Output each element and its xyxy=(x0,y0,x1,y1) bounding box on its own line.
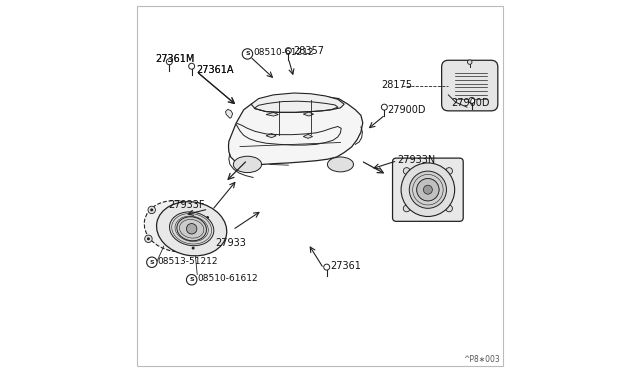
Ellipse shape xyxy=(234,156,262,173)
Circle shape xyxy=(186,275,197,285)
Text: 08513-51212: 08513-51212 xyxy=(157,257,218,266)
Text: S: S xyxy=(150,260,154,265)
Circle shape xyxy=(417,179,439,201)
Circle shape xyxy=(401,163,454,217)
Polygon shape xyxy=(225,109,232,118)
Circle shape xyxy=(145,235,152,243)
Text: 28175: 28175 xyxy=(381,80,412,90)
Circle shape xyxy=(285,48,291,54)
Circle shape xyxy=(147,257,157,267)
Polygon shape xyxy=(303,112,314,116)
Circle shape xyxy=(189,244,197,252)
Polygon shape xyxy=(266,112,278,116)
Circle shape xyxy=(204,214,211,221)
Text: 08510-61212: 08510-61212 xyxy=(253,48,314,57)
Circle shape xyxy=(467,60,472,64)
Ellipse shape xyxy=(157,202,227,256)
Text: 27361M: 27361M xyxy=(156,54,195,64)
FancyBboxPatch shape xyxy=(442,60,498,111)
Polygon shape xyxy=(251,93,344,112)
FancyBboxPatch shape xyxy=(392,158,463,221)
Circle shape xyxy=(403,168,410,174)
Circle shape xyxy=(148,206,156,214)
Text: 27900D: 27900D xyxy=(451,98,490,108)
Text: ^P8∗003: ^P8∗003 xyxy=(463,355,500,364)
Text: S: S xyxy=(189,277,194,282)
Circle shape xyxy=(191,247,195,250)
Text: 27361: 27361 xyxy=(330,261,362,271)
Ellipse shape xyxy=(170,212,214,246)
Circle shape xyxy=(147,237,150,240)
Circle shape xyxy=(206,216,209,219)
Circle shape xyxy=(446,168,452,174)
Circle shape xyxy=(446,205,452,212)
Text: 27361A: 27361A xyxy=(196,65,234,75)
Circle shape xyxy=(186,224,197,234)
Ellipse shape xyxy=(144,201,209,252)
Circle shape xyxy=(150,208,153,211)
Text: 08510-61612: 08510-61612 xyxy=(197,274,258,283)
Polygon shape xyxy=(228,95,363,164)
Text: 27933F: 27933F xyxy=(168,201,205,210)
Circle shape xyxy=(424,185,433,194)
Circle shape xyxy=(381,104,387,110)
Polygon shape xyxy=(266,134,276,138)
Circle shape xyxy=(189,63,195,69)
Ellipse shape xyxy=(177,217,207,241)
Text: 27900D: 27900D xyxy=(388,106,426,115)
Circle shape xyxy=(243,49,253,59)
Text: 27361A: 27361A xyxy=(196,65,234,75)
Text: S: S xyxy=(245,51,250,57)
Circle shape xyxy=(324,264,330,270)
Text: 27361M: 27361M xyxy=(156,54,195,64)
Text: 27933N: 27933N xyxy=(397,155,436,165)
Circle shape xyxy=(468,97,475,103)
Circle shape xyxy=(166,59,172,65)
Text: 28357: 28357 xyxy=(293,46,324,56)
Circle shape xyxy=(410,171,447,208)
Text: 27933: 27933 xyxy=(215,238,246,247)
Ellipse shape xyxy=(328,157,353,172)
Polygon shape xyxy=(303,134,312,138)
Circle shape xyxy=(403,205,410,212)
